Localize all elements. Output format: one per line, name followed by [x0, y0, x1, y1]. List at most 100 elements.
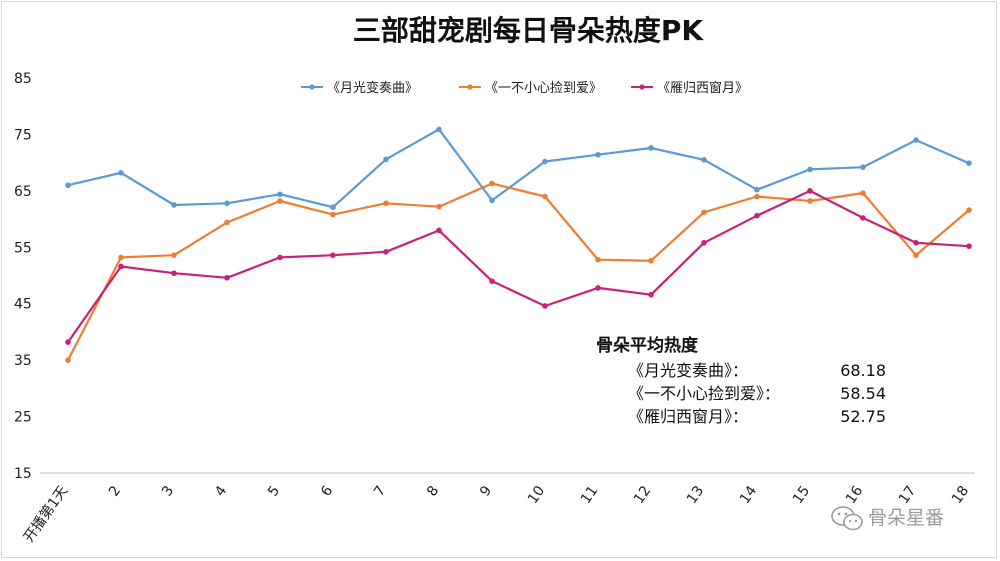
data-point [489, 197, 495, 204]
data-point [701, 157, 707, 163]
data-point [701, 209, 707, 216]
legend-marker [639, 84, 645, 90]
x-tick-label: 6 [318, 483, 336, 500]
y-axis: 85 75 65 55 45 35 25 15 [14, 71, 32, 482]
data-point [648, 291, 654, 298]
x-tick-label: 15 [790, 483, 813, 507]
legend: 《月光变奏曲》 《一不小心捡到爱》 《雁归西窗月》 [301, 80, 748, 96]
series-group [65, 126, 972, 363]
x-tick-label: 16 [843, 483, 866, 507]
y-tick-label: 45 [14, 297, 32, 313]
y-tick-label: 25 [14, 410, 32, 426]
x-tick-label: 17 [896, 483, 919, 507]
data-point [224, 200, 230, 207]
y-tick-label: 35 [14, 353, 32, 369]
x-tick-label: 10 [525, 483, 548, 507]
chart-title: 三部甜宠剧每日骨朵热度PK [353, 14, 705, 47]
series-line [67, 182, 970, 361]
data-point [171, 252, 177, 258]
data-point [436, 203, 442, 210]
data-point [648, 145, 654, 151]
data-point [65, 182, 71, 189]
data-point [383, 156, 389, 163]
data-point [701, 239, 707, 246]
data-point [489, 278, 495, 284]
data-point [542, 303, 548, 309]
average-title: 骨朵平均热度 [596, 335, 699, 356]
data-point [383, 200, 389, 207]
average-value-3: 52.75 [840, 407, 886, 426]
data-point [913, 239, 919, 246]
data-point [383, 249, 389, 255]
data-point [277, 198, 283, 204]
x-tick-label: 14 [737, 483, 760, 507]
data-point [754, 212, 760, 219]
data-point [330, 252, 336, 258]
wechat-icon [831, 506, 863, 531]
legend-marker [467, 84, 473, 90]
average-label-1: 《月光变奏曲》： [628, 361, 748, 380]
y-tick-label: 15 [14, 466, 32, 482]
data-point [542, 158, 548, 165]
average-value-1: 68.18 [840, 361, 886, 380]
data-point [542, 193, 548, 200]
data-point [860, 164, 866, 170]
data-point [860, 190, 866, 196]
data-point [595, 285, 601, 291]
y-tick-label: 65 [14, 184, 32, 200]
data-point [966, 243, 972, 249]
average-annotation: 骨朵平均热度 《月光变奏曲》： 68.18 《一不小心捡到爱》： 58.54 《… [596, 335, 886, 426]
data-point [913, 252, 919, 258]
data-point [595, 256, 601, 263]
data-point [65, 357, 71, 363]
data-point [489, 180, 495, 187]
data-point [436, 227, 442, 234]
y-tick-label: 55 [14, 240, 32, 256]
legend-label: 《一不小心捡到爱》 [485, 80, 602, 96]
watermark: 骨朵星番 [831, 506, 944, 531]
x-tick-label: 18 [949, 483, 972, 507]
data-point [595, 151, 601, 158]
x-tick-label: 9 [477, 483, 495, 499]
x-tick-label: 4 [212, 483, 230, 500]
x-tick-label: 12 [631, 483, 654, 507]
series-line [67, 128, 970, 209]
data-point [913, 137, 919, 143]
average-label-2: 《一不小心捡到爱》： [628, 384, 780, 403]
average-value-2: 58.54 [840, 384, 886, 403]
data-point [860, 215, 866, 221]
x-tick-label: 2 [106, 483, 124, 499]
data-point [436, 126, 442, 133]
series-line [67, 189, 970, 343]
x-tick-label: 8 [424, 483, 442, 499]
data-point [330, 211, 336, 218]
data-point [171, 202, 177, 208]
x-tick-label: 3 [159, 483, 177, 499]
y-tick-label: 85 [14, 71, 32, 87]
data-point [807, 188, 813, 194]
x-tick-label: 13 [684, 483, 707, 507]
x-tick-label: 开播第1天 [20, 483, 71, 546]
data-point [118, 263, 124, 270]
y-tick-label: 75 [14, 127, 32, 143]
data-point [118, 170, 124, 176]
data-point [807, 198, 813, 204]
watermark-text: 骨朵星番 [868, 507, 944, 529]
x-axis: 开播第1天 2 3 4 5 6 7 8 9 10 11 12 13 14 15 16 17 18 [20, 483, 972, 546]
data-point [277, 254, 283, 261]
legend-marker [309, 84, 315, 90]
data-point [118, 254, 124, 261]
data-point [648, 258, 654, 264]
data-point [754, 193, 760, 200]
data-point [65, 339, 71, 345]
data-point [171, 270, 177, 277]
data-point [754, 186, 760, 193]
legend-label: 《雁归西窗月》 [657, 80, 748, 96]
data-point [224, 274, 230, 281]
legend-label: 《月光变奏曲》 [327, 80, 418, 96]
data-point [966, 160, 972, 167]
data-point [807, 166, 813, 173]
data-point [224, 219, 230, 226]
